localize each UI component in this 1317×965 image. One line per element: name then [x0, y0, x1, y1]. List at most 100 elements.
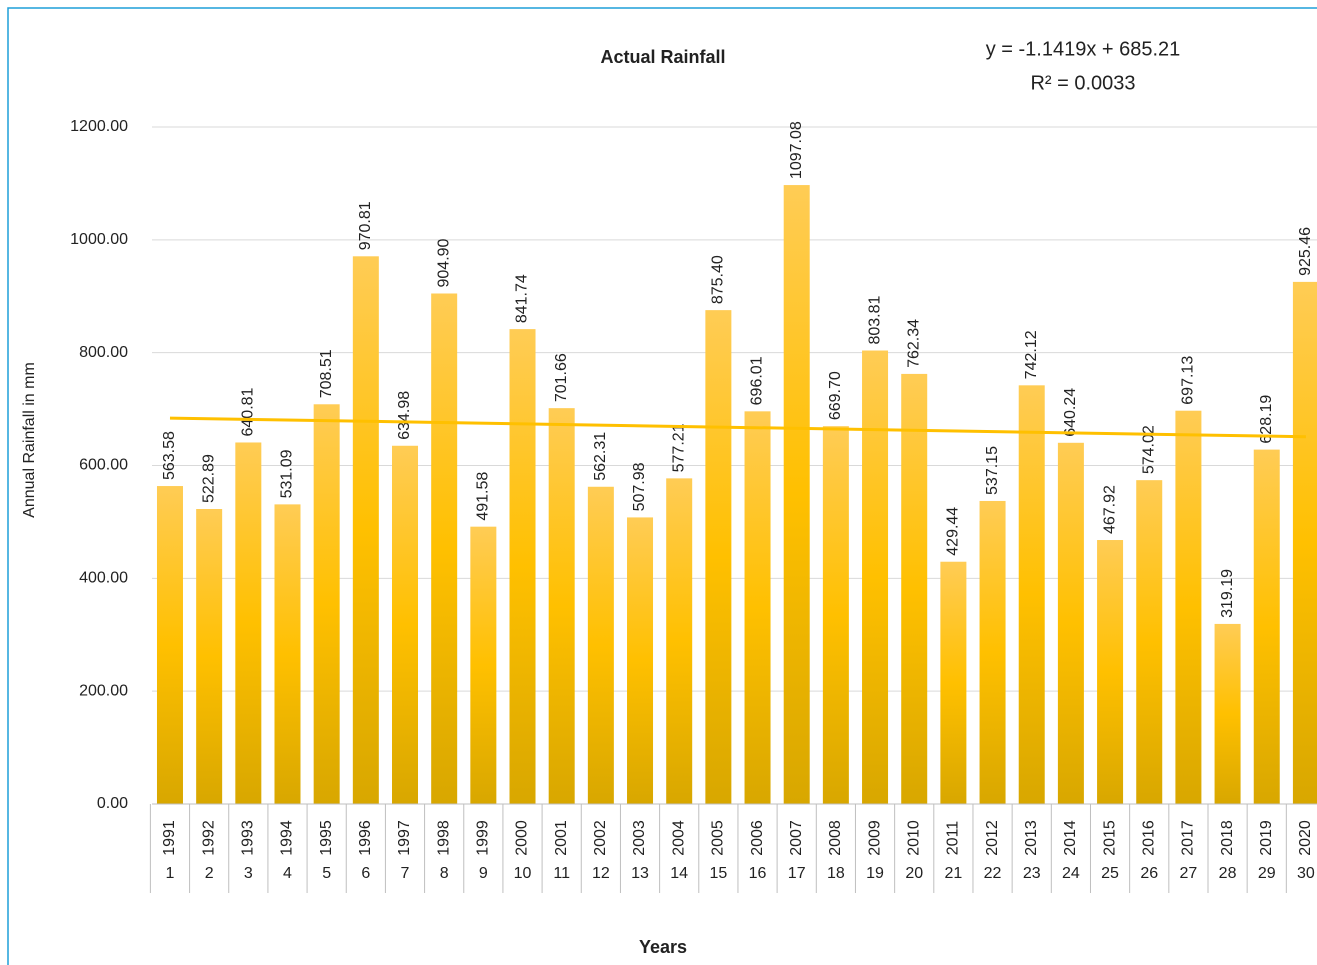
x-tick-label-index: 29	[1258, 865, 1276, 882]
data-label: 634.98	[396, 391, 413, 440]
bar	[352, 256, 379, 804]
data-label: 697.13	[1180, 356, 1197, 405]
chart-border	[7, 7, 1317, 965]
bar	[274, 504, 301, 804]
x-tick-label: 2018	[1219, 820, 1236, 856]
x-tick-label: 2008	[827, 820, 844, 856]
bar	[235, 442, 262, 804]
x-tick-label: 1994	[279, 820, 296, 856]
x-tick-label-index: 21	[944, 865, 962, 882]
bar	[1214, 623, 1241, 804]
x-tick-label: 1999	[475, 820, 492, 856]
x-tick-label-index: 20	[905, 865, 923, 882]
x-tick-label-index: 22	[984, 865, 1002, 882]
x-tick-label: 2005	[710, 820, 727, 856]
x-tick-label: 2002	[592, 820, 609, 856]
bar	[548, 408, 575, 804]
bar	[627, 517, 654, 804]
y-tick-label: 0.00	[97, 795, 128, 812]
x-tick-label: 2013	[1023, 820, 1040, 856]
data-label: 640.81	[240, 387, 257, 436]
x-tick-label: 1996	[357, 820, 374, 856]
x-tick-label-index: 9	[479, 865, 488, 882]
bar	[1175, 410, 1202, 804]
bar	[822, 426, 849, 804]
data-label: 491.58	[475, 472, 492, 521]
x-tick-label-index: 5	[322, 865, 331, 882]
x-tick-label-index: 30	[1297, 865, 1315, 882]
bar	[1018, 385, 1045, 804]
trend-r-squared: R² = 0.0033	[1030, 72, 1135, 94]
x-tick-label-index: 14	[670, 865, 688, 882]
bar	[1253, 449, 1280, 804]
x-tick-label: 2014	[1062, 820, 1079, 856]
bar	[901, 373, 928, 804]
data-label: 701.66	[553, 353, 570, 402]
bar	[783, 185, 810, 804]
x-tick-label: 2007	[788, 820, 805, 856]
x-axis-title: Years	[639, 937, 687, 957]
x-tick-label: 1992	[200, 820, 217, 856]
x-tick-label-index: 23	[1023, 865, 1041, 882]
data-label: 696.01	[749, 356, 766, 405]
y-tick-label: 600.00	[79, 457, 128, 474]
bar	[196, 509, 223, 804]
bar	[313, 404, 340, 804]
data-label: 507.98	[631, 462, 648, 511]
x-tick-label-index: 12	[592, 865, 610, 882]
bar	[666, 478, 693, 804]
data-label: 640.24	[1062, 388, 1079, 437]
data-label: 562.31	[592, 432, 609, 481]
data-label: 467.92	[1101, 485, 1118, 534]
data-label: 970.81	[357, 201, 374, 250]
x-tick-label: 1998	[435, 820, 452, 856]
data-label: 904.90	[435, 238, 452, 287]
bar	[392, 445, 419, 804]
data-label: 669.70	[827, 371, 844, 420]
x-tick-label: 2012	[984, 820, 1001, 856]
x-tick-label: 2004	[670, 820, 687, 856]
data-label: 563.58	[161, 431, 178, 480]
data-label: 429.44	[945, 507, 962, 556]
data-label: 319.19	[1219, 569, 1236, 618]
data-label: 925.46	[1297, 227, 1314, 276]
x-tick-label-index: 28	[1219, 865, 1237, 882]
bar	[705, 310, 732, 804]
x-tick-label-index: 7	[401, 865, 410, 882]
data-label: 803.81	[866, 295, 883, 344]
bar	[1057, 442, 1084, 804]
x-tick-label: 1993	[240, 820, 257, 856]
x-tick-label-index: 10	[514, 865, 532, 882]
data-label: 1097.08	[788, 121, 805, 179]
x-tick-label-index: 13	[631, 865, 649, 882]
x-tick-label-index: 24	[1062, 865, 1080, 882]
x-tick-label: 2019	[1258, 820, 1275, 856]
trend-equation: y = -1.1419x + 685.21	[986, 38, 1181, 60]
x-tick-label: 2000	[514, 820, 531, 856]
x-tick-label: 2015	[1101, 820, 1118, 856]
x-tick-label-index: 1	[166, 865, 175, 882]
y-axis-title: Annual Rainfall in mm	[21, 362, 38, 518]
x-tick-label: 2016	[1140, 820, 1157, 856]
bar	[862, 350, 889, 804]
x-tick-label-index: 27	[1180, 865, 1198, 882]
x-tick-label-index: 2	[205, 865, 214, 882]
x-tick-label-index: 15	[709, 865, 727, 882]
x-tick-label-index: 3	[244, 865, 253, 882]
x-tick-label-index: 25	[1101, 865, 1119, 882]
x-tick-label: 2003	[631, 820, 648, 856]
data-label: 522.89	[200, 454, 217, 503]
bar	[1292, 281, 1317, 804]
x-tick-label-index: 4	[283, 865, 292, 882]
data-label: 742.12	[1023, 330, 1040, 379]
data-label: 875.40	[710, 255, 727, 304]
x-tick-label-index: 16	[749, 865, 767, 882]
y-tick-label: 200.00	[79, 682, 128, 699]
bar	[470, 526, 497, 804]
bar	[1097, 540, 1124, 804]
y-tick-label: 400.00	[79, 570, 128, 587]
bar	[587, 486, 614, 804]
bar	[156, 486, 183, 804]
x-tick-label-index: 26	[1140, 865, 1158, 882]
x-tick-label: 2017	[1180, 820, 1197, 856]
